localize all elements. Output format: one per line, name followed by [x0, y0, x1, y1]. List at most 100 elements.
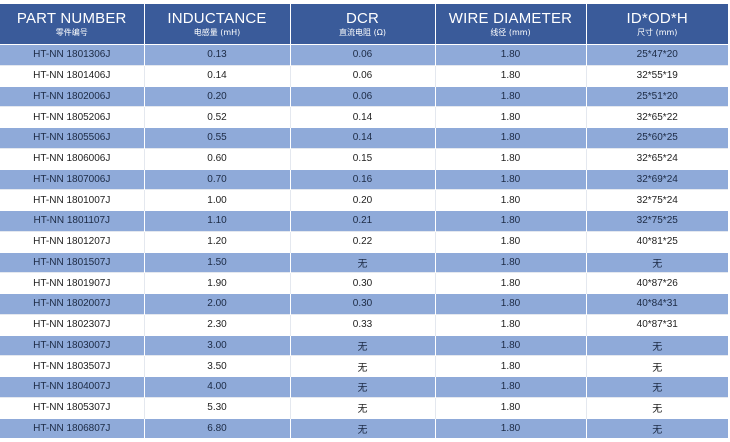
- inductance-cell: 3.00: [144, 334, 291, 356]
- header-wire-diameter: WIRE DIAMETER 线径 (mm): [435, 4, 587, 45]
- inductance-cell: 3.50: [144, 355, 291, 377]
- part-number-cell: HT-NN 1803007J: [0, 334, 145, 356]
- dimensions-cell: 32*55*19: [586, 64, 728, 86]
- table-row: HT-NN 1805506J 0.55 0.14 1.80 25*60*25: [0, 127, 728, 149]
- header-label: INDUCTANCE: [167, 10, 267, 27]
- table-row: HT-NN 1803007J 3.00 无 1.80 无: [0, 334, 728, 356]
- dimensions-cell: 32*75*25: [586, 210, 728, 232]
- inductance-cell: 0.52: [144, 106, 291, 128]
- dimensions-cell: 32*65*22: [586, 106, 728, 128]
- header-inductance: INDUCTANCE 电感量 (mH): [144, 4, 291, 45]
- header-label: ID*OD*H: [626, 10, 688, 27]
- header-sublabel: 线径 (mm): [490, 28, 531, 37]
- dcr-cell: 0.15: [290, 147, 436, 169]
- wire-diameter-cell: 1.80: [435, 168, 587, 190]
- wire-diameter-cell: 1.80: [435, 230, 587, 252]
- dcr-cell: 0.21: [290, 210, 436, 232]
- header-sublabel: 直流电阻 (Ω): [339, 28, 386, 37]
- header-sublabel: 零件编号: [55, 28, 88, 37]
- part-number-cell: HT-NN 1801406J: [0, 64, 145, 86]
- dimensions-cell: 32*69*24: [586, 168, 728, 190]
- dcr-cell: 0.16: [290, 168, 436, 190]
- dcr-cell: 无: [290, 355, 436, 377]
- inductance-cell: 6.80: [144, 417, 291, 439]
- dcr-cell: 无: [290, 396, 436, 418]
- spec-table-container: PART NUMBER 零件编号 INDUCTANCE 电感量 (mH) DCR…: [0, 4, 728, 439]
- wire-diameter-cell: 1.80: [435, 376, 587, 398]
- inductance-cell: 0.55: [144, 127, 291, 149]
- table-header: PART NUMBER 零件编号 INDUCTANCE 电感量 (mH) DCR…: [0, 4, 728, 45]
- inductance-cell: 1.20: [144, 230, 291, 252]
- wire-diameter-cell: 1.80: [435, 417, 587, 439]
- wire-diameter-cell: 1.80: [435, 313, 587, 335]
- part-number-cell: HT-NN 1805206J: [0, 106, 145, 128]
- wire-diameter-cell: 1.80: [435, 106, 587, 128]
- dcr-cell: 0.30: [290, 272, 436, 294]
- inductance-cell: 1.00: [144, 189, 291, 211]
- dimensions-cell: 无: [586, 396, 728, 418]
- inductance-cell: 0.14: [144, 64, 291, 86]
- table-row: HT-NN 1801007J 1.00 0.20 1.80 32*75*24: [0, 189, 728, 211]
- part-number-cell: HT-NN 1803507J: [0, 355, 145, 377]
- dimensions-cell: 无: [586, 334, 728, 356]
- dimensions-cell: 无: [586, 376, 728, 398]
- part-number-cell: HT-NN 1802007J: [0, 293, 145, 315]
- dimensions-cell: 32*65*24: [586, 147, 728, 169]
- dcr-cell: 0.06: [290, 44, 436, 66]
- part-number-cell: HT-NN 1801507J: [0, 251, 145, 273]
- wire-diameter-cell: 1.80: [435, 189, 587, 211]
- dimensions-cell: 25*60*25: [586, 127, 728, 149]
- part-number-cell: HT-NN 1801007J: [0, 189, 145, 211]
- wire-diameter-cell: 1.80: [435, 272, 587, 294]
- part-number-cell: HT-NN 1807006J: [0, 168, 145, 190]
- dcr-cell: 无: [290, 334, 436, 356]
- header-dcr: DCR 直流电阻 (Ω): [290, 4, 436, 45]
- header-row: PART NUMBER 零件编号 INDUCTANCE 电感量 (mH) DCR…: [0, 4, 728, 45]
- dcr-cell: 0.22: [290, 230, 436, 252]
- dcr-cell: 0.06: [290, 85, 436, 107]
- table-row: HT-NN 1801406J 0.14 0.06 1.80 32*55*19: [0, 64, 728, 86]
- table-row: HT-NN 1804007J 4.00 无 1.80 无: [0, 376, 728, 398]
- inductance-cell: 0.60: [144, 147, 291, 169]
- header-label: DCR: [345, 10, 380, 27]
- inductance-cell: 0.13: [144, 44, 291, 66]
- part-number-cell: HT-NN 1806006J: [0, 147, 145, 169]
- dimensions-cell: 无: [586, 355, 728, 377]
- part-number-cell: HT-NN 1801107J: [0, 210, 145, 232]
- table-row: HT-NN 1802006J 0.20 0.06 1.80 25*51*20: [0, 85, 728, 107]
- part-number-cell: HT-NN 1802006J: [0, 85, 145, 107]
- table-row: HT-NN 1801107J 1.10 0.21 1.80 32*75*25: [0, 210, 728, 232]
- table-body: HT-NN 1801306J 0.13 0.06 1.80 25*47*20 HT-NN …: [0, 44, 728, 439]
- dcr-cell: 0.30: [290, 293, 436, 315]
- header-label: PART NUMBER: [16, 10, 127, 27]
- wire-diameter-cell: 1.80: [435, 147, 587, 169]
- header-label: WIRE DIAMETER: [448, 10, 573, 27]
- dcr-cell: 无: [290, 376, 436, 398]
- table-row: HT-NN 1801207J 1.20 0.22 1.80 40*81*25: [0, 230, 728, 252]
- inductor-spec-table: PART NUMBER 零件编号 INDUCTANCE 电感量 (mH) DCR…: [0, 4, 728, 439]
- table-row: HT-NN 1806807J 6.80 无 1.80 无: [0, 417, 728, 439]
- dcr-cell: 0.06: [290, 64, 436, 86]
- table-row: HT-NN 1807006J 0.70 0.16 1.80 32*69*24: [0, 168, 728, 190]
- part-number-cell: HT-NN 1805506J: [0, 127, 145, 149]
- wire-diameter-cell: 1.80: [435, 64, 587, 86]
- table-row: HT-NN 1801306J 0.13 0.06 1.80 25*47*20: [0, 44, 728, 66]
- table-row: HT-NN 1803507J 3.50 无 1.80 无: [0, 355, 728, 377]
- part-number-cell: HT-NN 1801907J: [0, 272, 145, 294]
- table-row: HT-NN 1805206J 0.52 0.14 1.80 32*65*22: [0, 106, 728, 128]
- wire-diameter-cell: 1.80: [435, 251, 587, 273]
- table-row: HT-NN 1805307J 5.30 无 1.80 无: [0, 396, 728, 418]
- dimensions-cell: 40*84*31: [586, 293, 728, 315]
- inductance-cell: 4.00: [144, 376, 291, 398]
- dimensions-cell: 32*75*24: [586, 189, 728, 211]
- inductance-cell: 1.50: [144, 251, 291, 273]
- header-sublabel: 尺寸 (mm): [637, 28, 678, 37]
- inductance-cell: 0.20: [144, 85, 291, 107]
- table-row: HT-NN 1801507J 1.50 无 1.80 无: [0, 251, 728, 273]
- table-row: HT-NN 1806006J 0.60 0.15 1.80 32*65*24: [0, 147, 728, 169]
- dcr-cell: 0.20: [290, 189, 436, 211]
- dimensions-cell: 40*87*26: [586, 272, 728, 294]
- wire-diameter-cell: 1.80: [435, 396, 587, 418]
- dcr-cell: 无: [290, 417, 436, 439]
- wire-diameter-cell: 1.80: [435, 127, 587, 149]
